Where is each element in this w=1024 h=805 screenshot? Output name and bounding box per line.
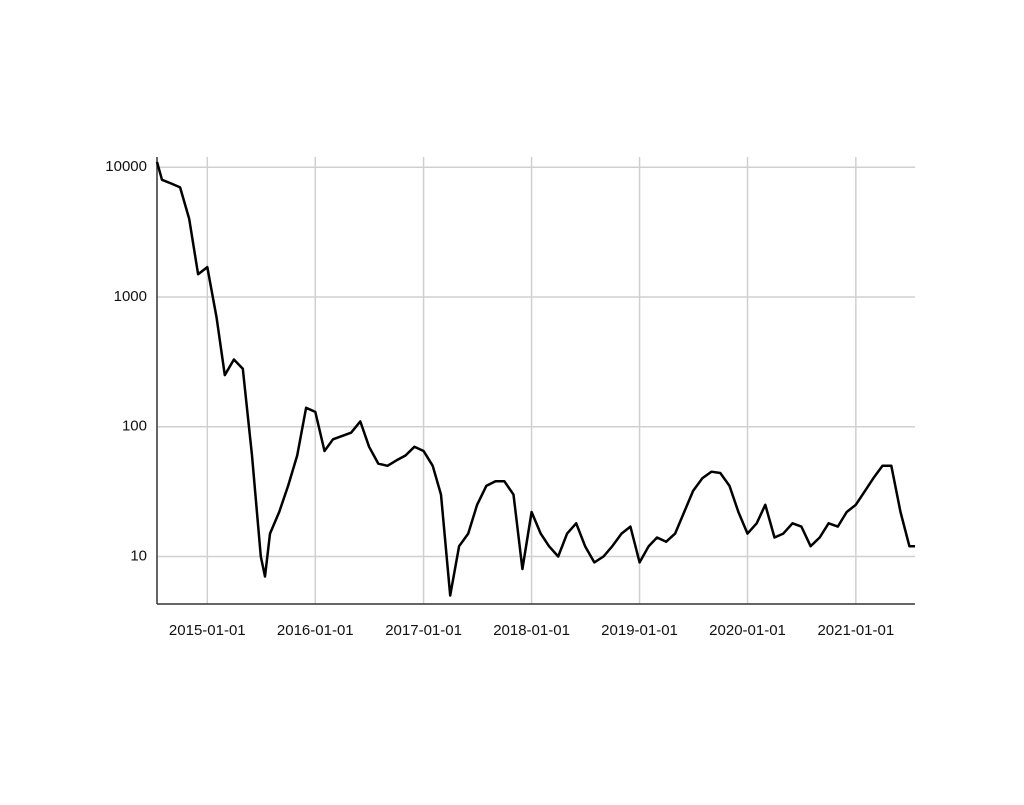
x-tick-label: 2021-01-01 [817, 622, 894, 639]
x-tick-label: 2019-01-01 [601, 622, 678, 639]
x-tick-label: 2020-01-01 [709, 622, 786, 639]
x-tick-label: 2015-01-01 [169, 622, 246, 639]
y-tick-label: 10 [130, 547, 147, 564]
data-line [155, 161, 915, 597]
y-tick-label: 100 [122, 418, 147, 435]
y-tick-label: 1000 [114, 288, 147, 305]
x-tick-label: 2018-01-01 [493, 622, 570, 639]
y-tick-label: 10000 [105, 158, 147, 175]
x-tick-label: 2016-01-01 [277, 622, 354, 639]
x-tick-label: 2017-01-01 [385, 622, 462, 639]
